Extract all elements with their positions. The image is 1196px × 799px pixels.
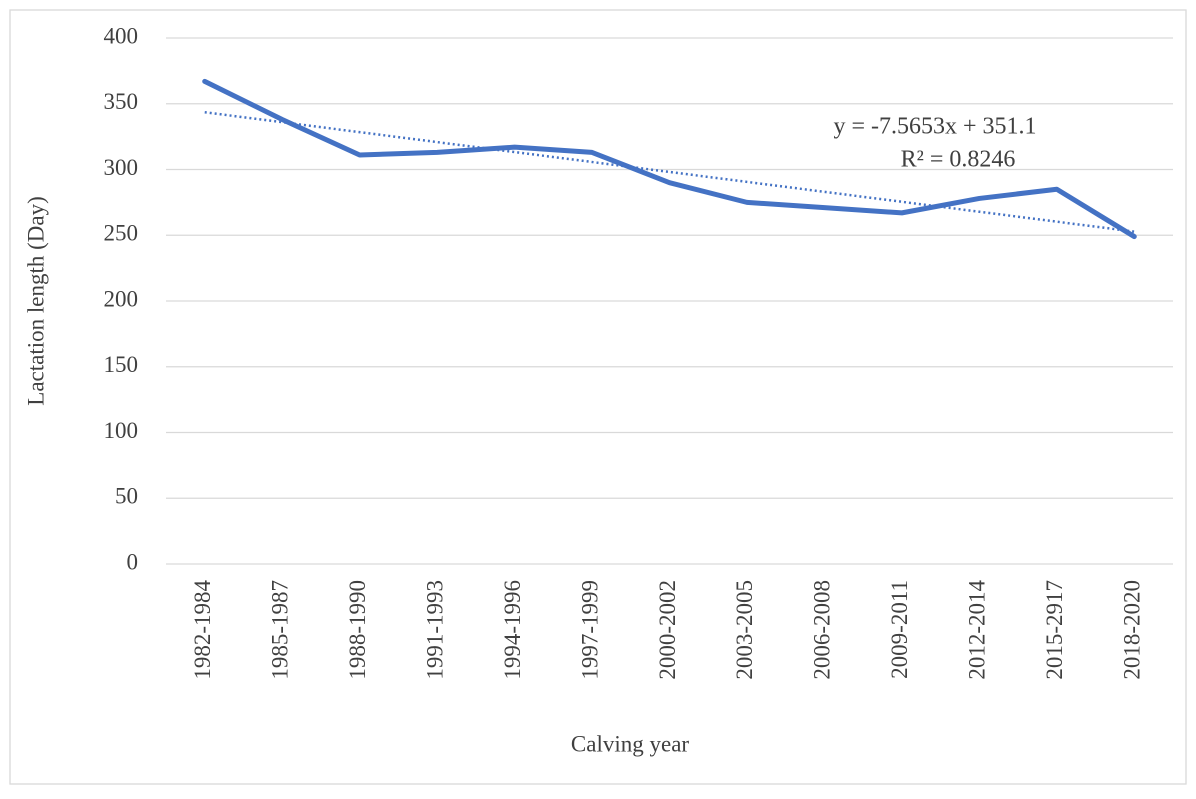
x-tick-label: 1997-1999 [577, 580, 602, 680]
x-tick-label: 2015-2917 [1042, 580, 1067, 680]
x-tick-label: 1985-1987 [267, 580, 292, 680]
y-tick-label: 350 [104, 89, 139, 114]
trend-equation: y = -7.5653x + 351.1 [833, 114, 1036, 140]
x-tick-label: 2009-2011 [887, 580, 912, 679]
x-tick-label: 2003-2005 [732, 580, 757, 680]
data-line [202, 78, 1137, 240]
y-tick-label: 250 [104, 221, 139, 246]
y-tick-label: 50 [115, 484, 138, 509]
y-tick-label: 300 [104, 155, 139, 180]
x-tick-label: 1994-1996 [500, 580, 525, 680]
chart-border [9, 9, 1187, 785]
x-axis-label: Calving year [571, 731, 689, 756]
x-tick-label: 2018-2020 [1120, 580, 1145, 680]
y-tick-label: 150 [104, 352, 139, 377]
x-tick-label: 1988-1990 [345, 580, 370, 680]
y-tick-label: 200 [104, 286, 139, 311]
trend-r-squared: R² = 0.8246 [901, 147, 1016, 173]
x-tick-label: 2000-2002 [655, 580, 680, 680]
x-tick-label: 1991-1993 [422, 580, 447, 680]
y-tick-label: 100 [104, 418, 139, 443]
trend-line [204, 111, 1135, 233]
x-tick-label: 2006-2008 [810, 580, 835, 680]
y-axis-label: Lactation length (Day) [23, 196, 48, 405]
x-tick-label: 1982-1984 [190, 580, 215, 680]
y-tick-label: 0 [127, 549, 139, 574]
x-tick-label: 2012-2014 [965, 580, 990, 680]
y-tick-label: 400 [104, 23, 139, 48]
